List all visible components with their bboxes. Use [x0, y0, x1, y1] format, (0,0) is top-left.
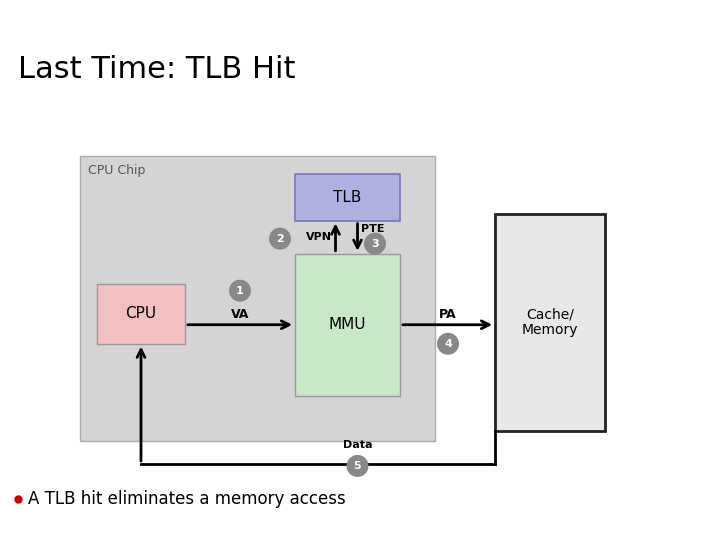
Text: 1: 1: [236, 286, 244, 296]
Text: Data: Data: [343, 440, 372, 450]
Text: TLB: TLB: [333, 190, 361, 205]
Text: A TLB hit eliminates a memory access: A TLB hit eliminates a memory access: [28, 490, 346, 508]
Text: Cache/
Memory: Cache/ Memory: [522, 307, 578, 338]
Text: VPN: VPN: [305, 232, 331, 242]
Text: PTE: PTE: [361, 224, 385, 234]
FancyBboxPatch shape: [495, 214, 605, 431]
Circle shape: [269, 228, 291, 249]
Text: 3: 3: [372, 239, 379, 248]
FancyBboxPatch shape: [97, 284, 185, 344]
FancyBboxPatch shape: [295, 173, 400, 221]
Circle shape: [437, 333, 459, 355]
Text: CPU Chip: CPU Chip: [88, 164, 145, 177]
Text: 4: 4: [444, 339, 452, 349]
Text: MMU: MMU: [329, 317, 366, 332]
Text: Carnegie Mellon: Carnegie Mellon: [626, 8, 716, 18]
FancyBboxPatch shape: [295, 254, 400, 396]
Text: Last Time: TLB Hit: Last Time: TLB Hit: [18, 56, 295, 84]
Text: PA: PA: [438, 308, 456, 321]
Text: CPU: CPU: [125, 306, 156, 321]
FancyBboxPatch shape: [80, 156, 435, 441]
Text: 2: 2: [276, 234, 284, 244]
Circle shape: [364, 233, 386, 255]
Text: VA: VA: [231, 308, 249, 321]
Circle shape: [229, 280, 251, 302]
Text: 5: 5: [354, 461, 361, 471]
Circle shape: [346, 455, 369, 477]
